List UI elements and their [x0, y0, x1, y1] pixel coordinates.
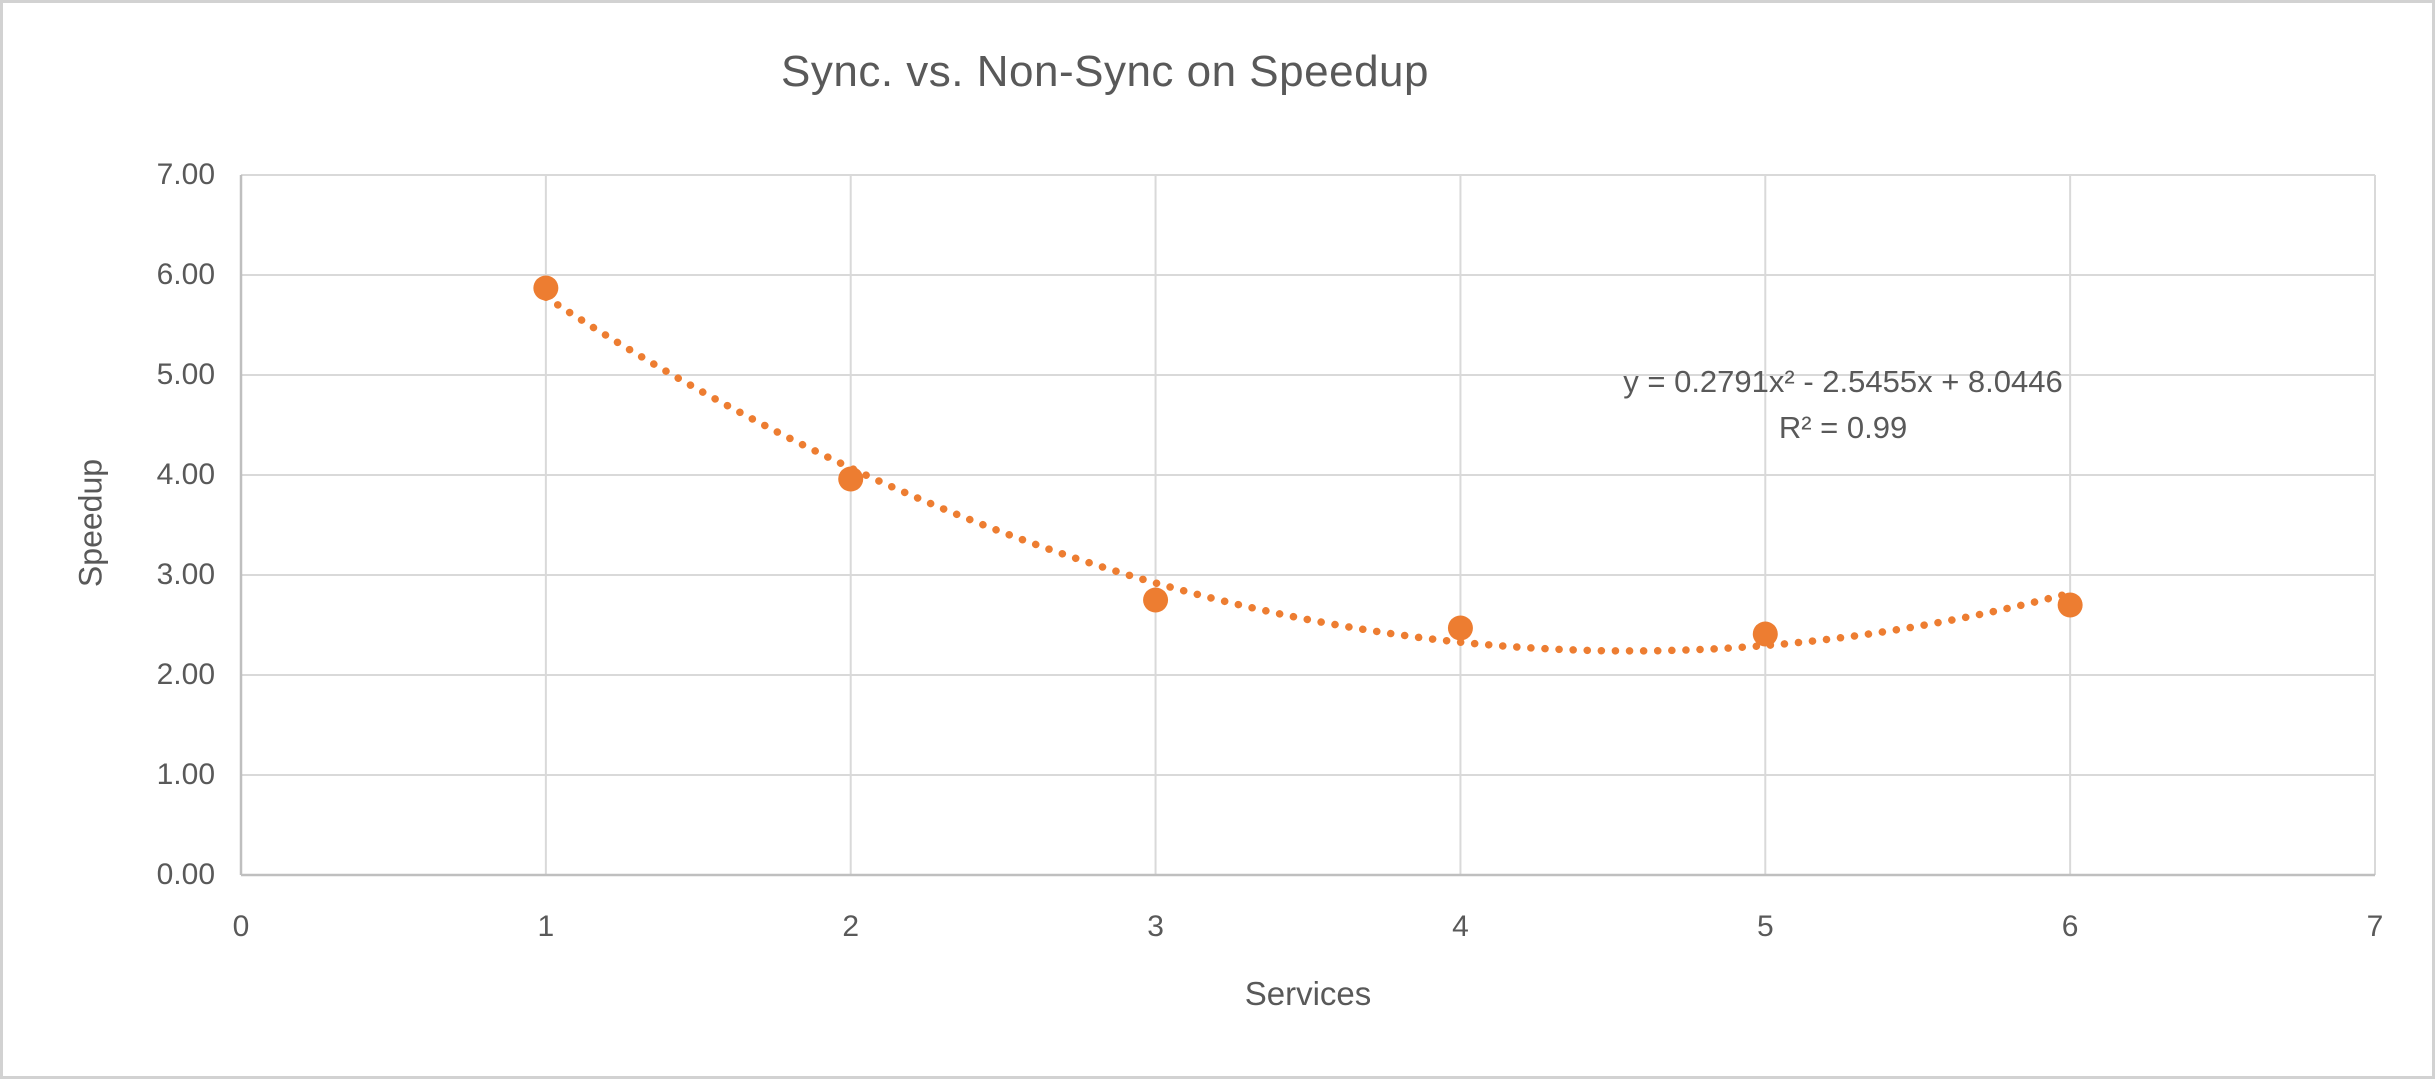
- data-point-marker[interactable]: [838, 466, 864, 492]
- trendline-equation-text: y = 0.2791x² - 2.5455x + 8.0446: [1623, 364, 2063, 399]
- y-tick-label: 1.00: [156, 758, 215, 791]
- y-tick-label: 4.00: [156, 458, 215, 491]
- x-tick-label: 0: [232, 910, 250, 943]
- x-tick-label: 6: [2061, 910, 2079, 943]
- x-tick-label: 5: [1756, 910, 1774, 943]
- y-tick-label: 0.00: [156, 858, 215, 891]
- y-tick-label: 6.00: [156, 258, 215, 291]
- trendline-equation-label[interactable]: y = 0.2791x² - 2.5455x + 8.0446 R² = 0.9…: [1543, 359, 2143, 451]
- trendline-dotted-curve[interactable]: [542, 293, 2074, 655]
- trendline-r-squared-text: R² = 0.99: [1778, 410, 1908, 445]
- x-tick-label: 2: [842, 910, 860, 943]
- data-point-marker[interactable]: [1447, 615, 1473, 641]
- data-point-marker[interactable]: [1143, 587, 1169, 613]
- x-tick-label: 3: [1147, 910, 1164, 943]
- data-point-marker[interactable]: [533, 275, 559, 301]
- y-tick-label: 7.00: [156, 158, 215, 191]
- x-axis-title[interactable]: Services: [1244, 975, 1372, 1012]
- y-tick-label: 2.00: [156, 658, 215, 691]
- y-tick-label: 3.00: [156, 558, 215, 591]
- chart-title[interactable]: Sync. vs. Non-Sync on Speedup: [781, 47, 1429, 96]
- chart-plot-area[interactable]: [3, 3, 2435, 1079]
- x-tick-label: 1: [537, 910, 555, 943]
- x-tick-label: 4: [1452, 910, 1469, 943]
- y-tick-label: 5.00: [156, 358, 215, 391]
- data-point-marker[interactable]: [1752, 621, 1778, 647]
- data-point-marker[interactable]: [2057, 592, 2083, 618]
- x-tick-label: 7: [2366, 910, 2384, 943]
